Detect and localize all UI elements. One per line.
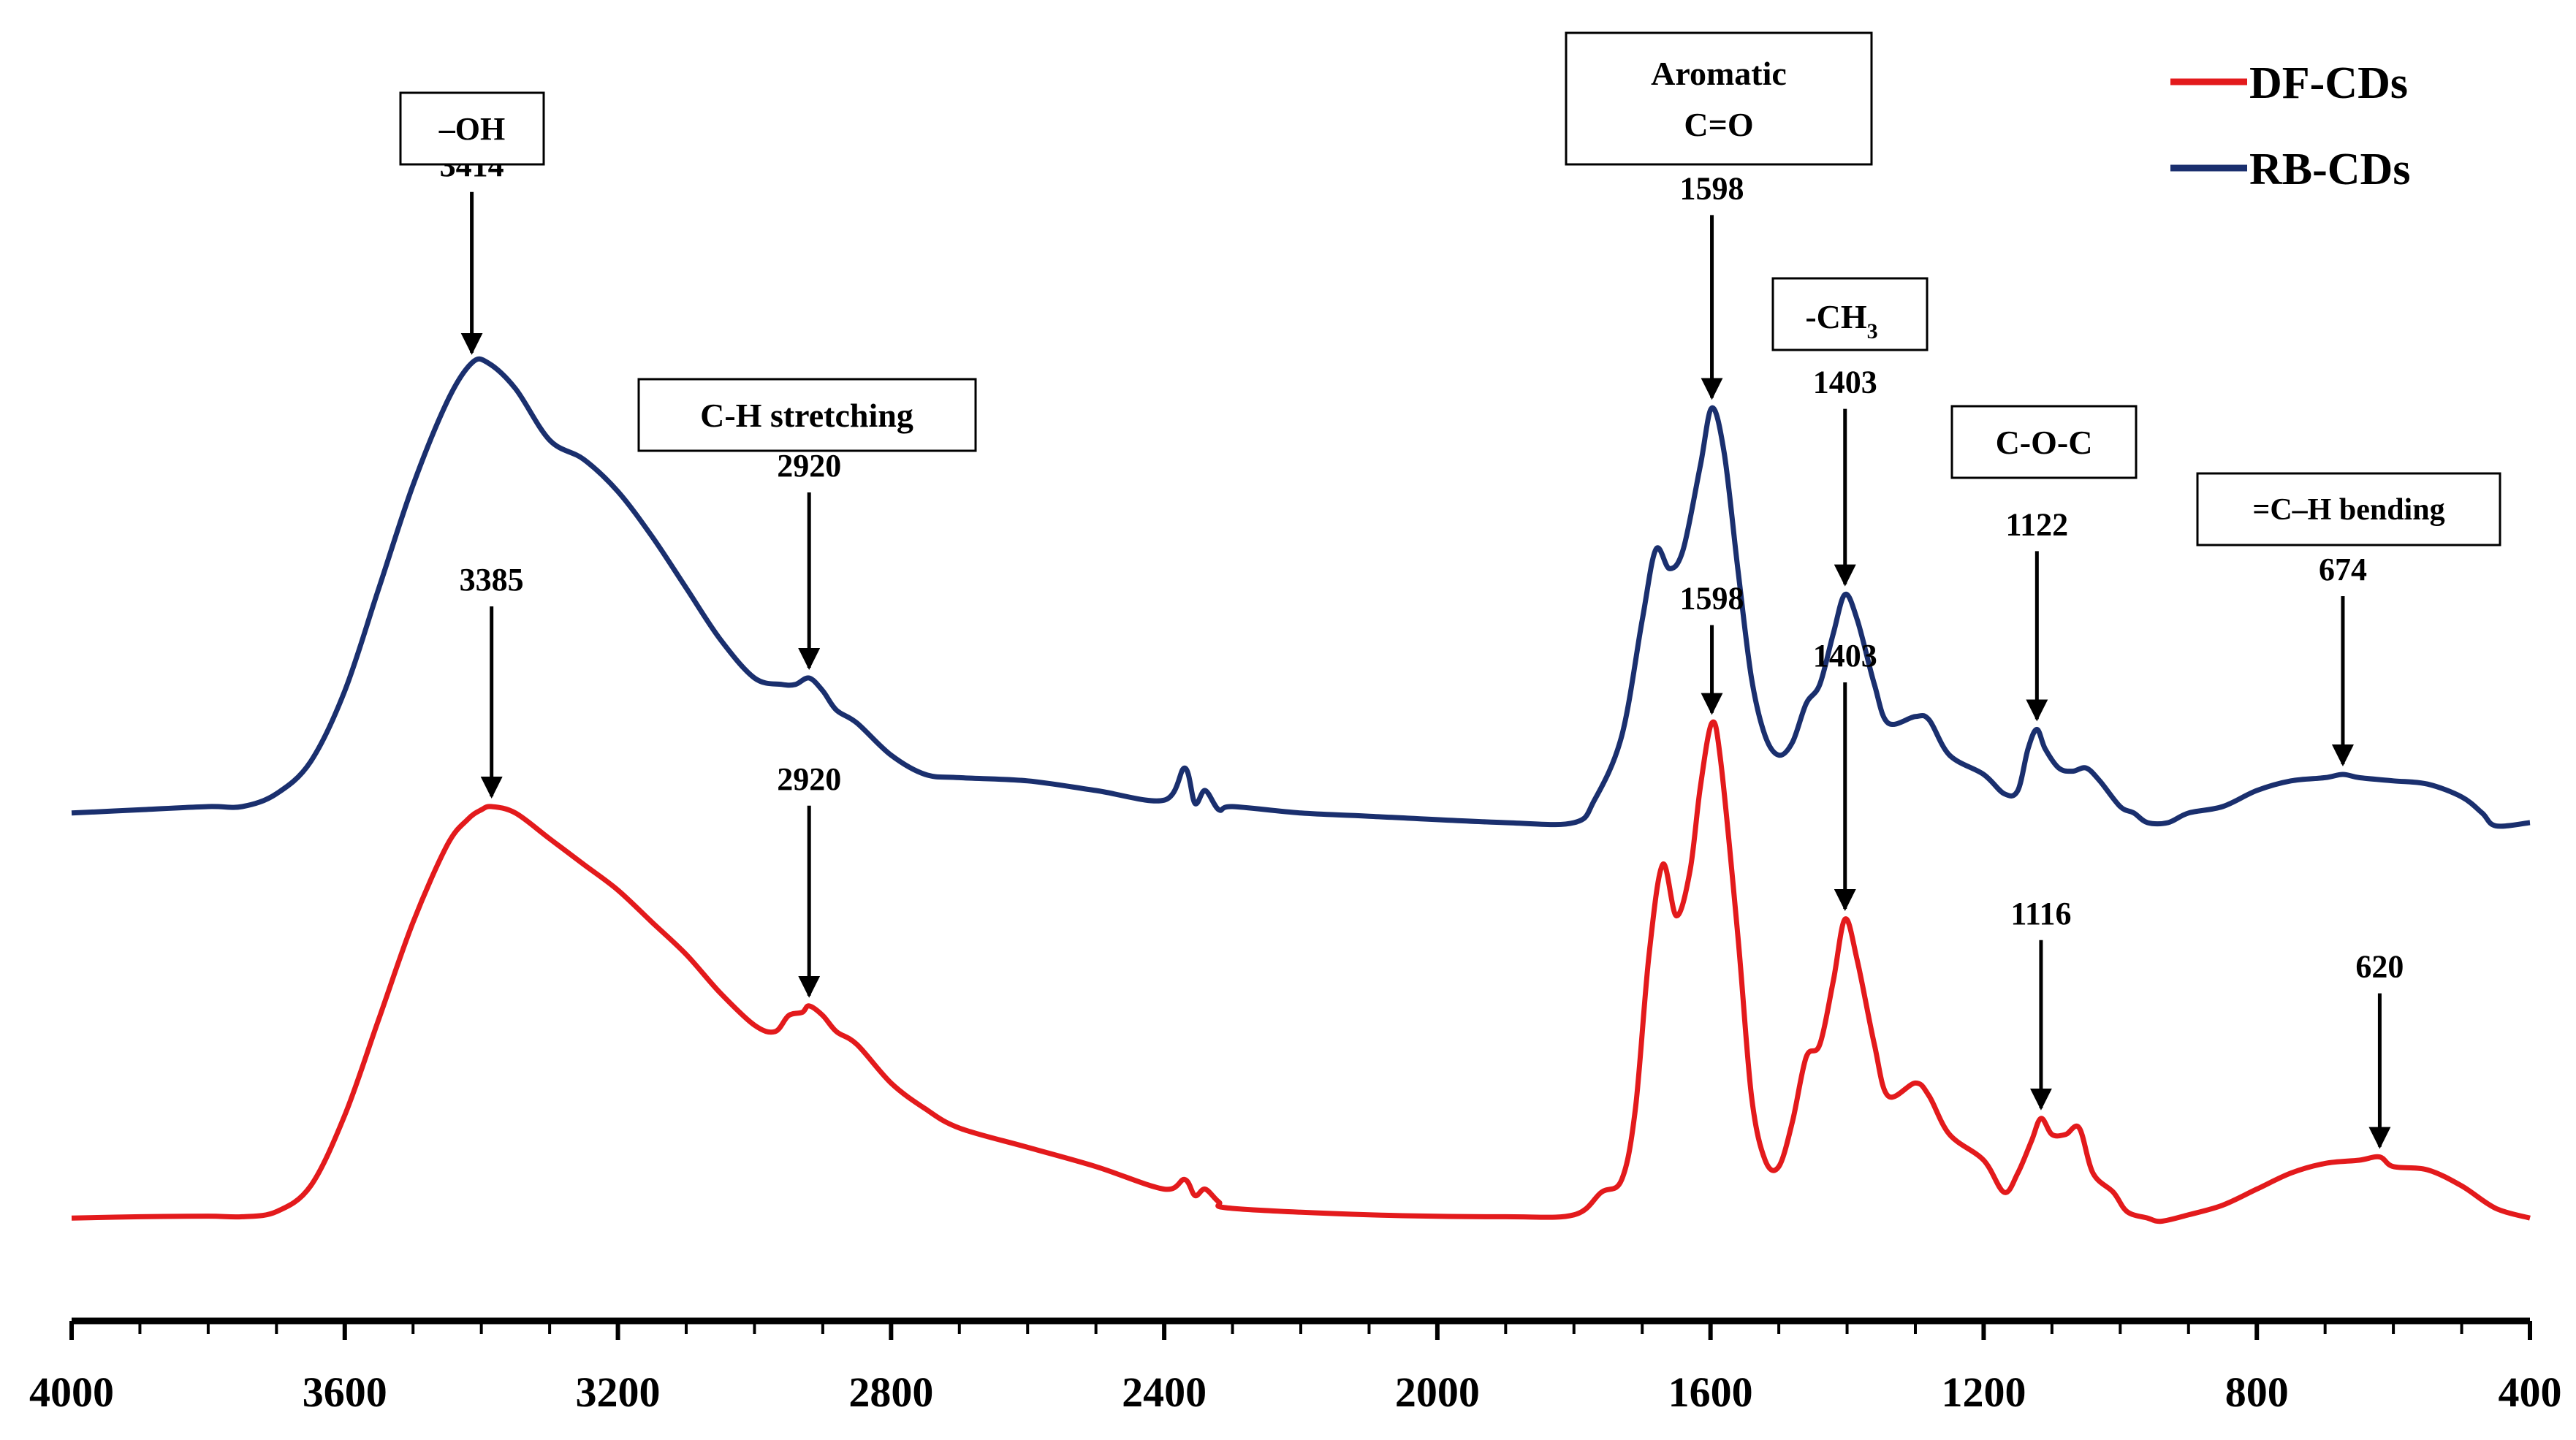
annotation-coc-text: C-O-C: [1996, 424, 2093, 461]
x-tick-label-800: 800: [2225, 1368, 2289, 1416]
annotation-coc-box: [1950, 405, 2138, 479]
annotation-aromatic-line1: Aromatic: [1651, 55, 1787, 92]
annotation-ch3: -CH3: [1771, 277, 1929, 351]
x-tick-label-3200: 3200: [576, 1368, 661, 1416]
annotation-aromatic: Aromatic C=O: [1565, 31, 1873, 166]
peak-label-df-cds-1598: 1598: [1680, 581, 1744, 617]
annotation-ch3-box: [1771, 277, 1929, 351]
annotation-ch-stretching-box: [637, 378, 977, 452]
peak-label-df-cds-1403: 1403: [1813, 638, 1877, 674]
annotation-ch3-main: -CH: [1805, 298, 1867, 335]
x-tick-label-400: 400: [2499, 1368, 2562, 1416]
x-axis-tick-labels: 4000 3600 3200 2800 2400 2000 1600 1200 800 400: [29, 1368, 2562, 1416]
series-line-df-cds: [71, 719, 2531, 1224]
annotation-ch-stretching-text: C-H stretching: [700, 397, 913, 434]
annotation-oh-box: [399, 91, 545, 166]
annotation-aromatic-line2: C=O: [1684, 106, 1753, 143]
peak-label-rb-cds-674: 674: [2319, 552, 2367, 587]
x-tick-label-1600: 1600: [1668, 1368, 1753, 1416]
peak-label-df-cds-3385: 3385: [460, 562, 524, 598]
peak-label-rb-cds-1403: 1403: [1813, 365, 1877, 400]
annotation-oh: –OH: [399, 91, 545, 166]
x-tick-label-2800: 2800: [848, 1368, 933, 1416]
x-axis-ticks: [69, 1321, 2532, 1340]
legend-label-rb-cds: RB-CDs: [2249, 145, 2410, 194]
peak-label-df-cds-620: 620: [2355, 949, 2404, 985]
annotation-ch3-text: -CH3: [1805, 298, 1877, 343]
series-line-rb-cds: [71, 356, 2531, 829]
peak-label-rb-cds-1122: 1122: [2006, 506, 2069, 542]
x-tick-label-1200: 1200: [1941, 1368, 2026, 1416]
legend: DF-CDs RB-CDs: [2170, 58, 2410, 194]
annotation-oh-text: –OH: [438, 111, 505, 147]
peak-label-rb-cds-1598: 1598: [1680, 170, 1744, 206]
peak-label-rb-cds-2920: 2920: [777, 448, 841, 484]
annotation-ch3-subscript: 3: [1867, 319, 1878, 343]
x-tick-label-2400: 2400: [1122, 1368, 1207, 1416]
annotation-ch-stretching: C-H stretching: [637, 378, 977, 452]
legend-label-df-cds: DF-CDs: [2249, 58, 2408, 108]
x-tick-label-3600: 3600: [303, 1368, 387, 1416]
annotation-ch-bending-text: =C–H bending: [2252, 493, 2444, 527]
peak-layer: 3414292015981403112267433852920159814031…: [440, 148, 2404, 1149]
annotation-aromatic-box: [1565, 31, 1873, 166]
x-tick-label-4000: 4000: [29, 1368, 114, 1416]
annotation-ch-bending: =C–H bending: [2196, 472, 2501, 546]
annotation-coc: C-O-C: [1950, 405, 2138, 479]
annotation-ch-bending-box: [2196, 472, 2501, 546]
x-tick-label-2000: 2000: [1395, 1368, 1480, 1416]
peak-label-df-cds-2920: 2920: [777, 761, 841, 797]
series-layer: [71, 356, 2531, 1224]
peak-label-df-cds-1116: 1116: [2010, 896, 2071, 932]
